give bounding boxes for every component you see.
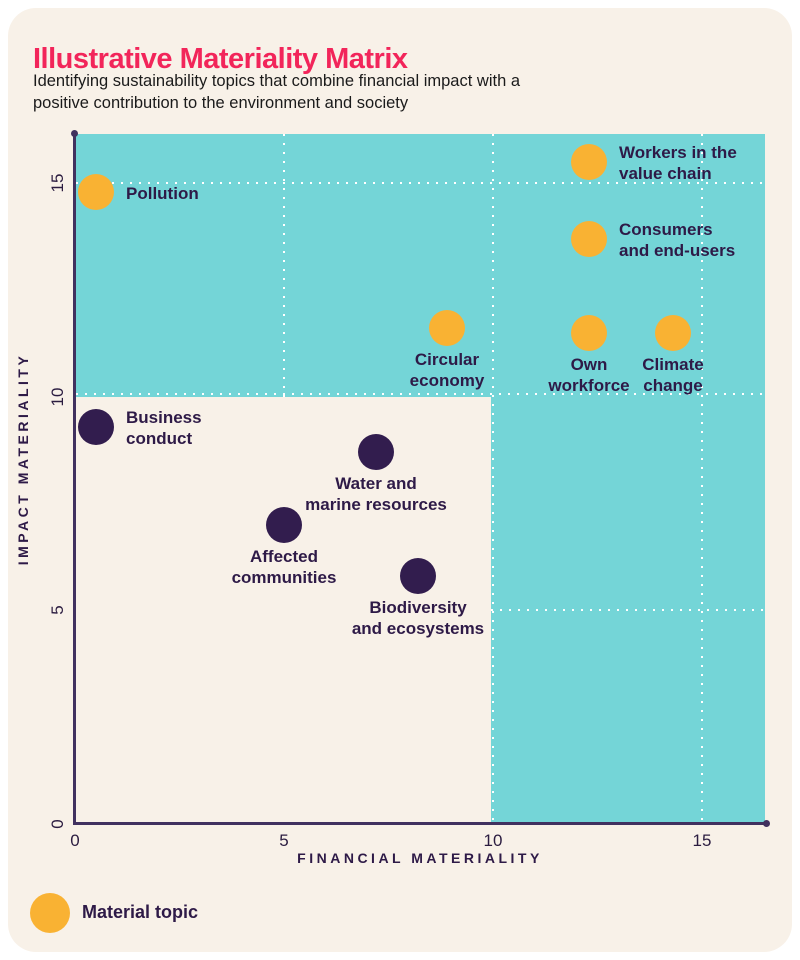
x-axis-title: FINANCIAL MATERIALITY <box>297 850 543 866</box>
topic-dot-water-and-marine-resources <box>358 434 394 470</box>
y-tick-5: 5 <box>48 605 67 615</box>
x-tick-10: 10 <box>483 831 503 850</box>
topic-dot-workers-in-the-value-chain <box>571 144 607 180</box>
x-tick-15: 15 <box>692 831 712 850</box>
topic-label-own-workforce: Own workforce <box>548 355 630 395</box>
topic-label-circular-economy: Circular economy <box>409 350 485 390</box>
gridline-y-5 <box>491 609 765 611</box>
topic-label-consumers-and-end-users: Consumers and end-users <box>619 220 736 260</box>
topic-label-affected-communities: Affected communities <box>231 547 337 587</box>
topic-dot-affected-communities <box>266 507 302 543</box>
x-axis-line <box>73 822 769 825</box>
topic-label-climate-change: Climate change <box>642 355 704 395</box>
topic-label-water-and-marine-resources: Water and marine resources <box>305 474 447 514</box>
x-tick-0: 0 <box>70 831 80 850</box>
topic-label-workers-in-the-value-chain: Workers in the value chain <box>619 143 737 183</box>
topic-dot-pollution <box>78 174 114 210</box>
x-tick-5: 5 <box>279 831 289 850</box>
y-tick-10: 10 <box>48 387 67 407</box>
y-axis-line <box>73 133 76 824</box>
y-axis-end-dot <box>71 130 78 137</box>
material-topic-swatch-icon <box>30 893 70 933</box>
topic-dot-consumers-and-end-users <box>571 221 607 257</box>
page-subtitle: Identifying sustainability topics that c… <box>33 72 520 112</box>
topic-label-business-conduct: Business conduct <box>126 408 202 448</box>
topic-label-biodiversity-and-ecosystems: Biodiversity and ecosystems <box>351 598 485 638</box>
x-axis-end-dot <box>763 820 770 827</box>
topic-label-pollution: Pollution <box>126 183 199 203</box>
y-tick-0: 0 <box>48 819 67 829</box>
legend-label: Material topic <box>82 902 199 922</box>
page-title: Illustrative Materiality Matrix <box>33 43 408 76</box>
gridline-x-15 <box>701 134 703 824</box>
gridline-y-15 <box>76 182 765 184</box>
topic-dot-circular-economy <box>429 310 465 346</box>
gridline-x-10 <box>492 134 494 824</box>
topic-dot-business-conduct <box>78 409 114 445</box>
y-tick-15: 15 <box>48 173 67 193</box>
gridline-x-5 <box>283 134 285 397</box>
topic-dot-biodiversity-and-ecosystems <box>400 558 436 594</box>
y-axis-title: IMPACT MATERIALITY <box>15 352 31 566</box>
material-region-top-band <box>76 134 765 397</box>
gridline-y-10 <box>76 393 765 395</box>
topic-dot-climate-change <box>655 315 691 351</box>
topic-dot-own-workforce <box>571 315 607 351</box>
